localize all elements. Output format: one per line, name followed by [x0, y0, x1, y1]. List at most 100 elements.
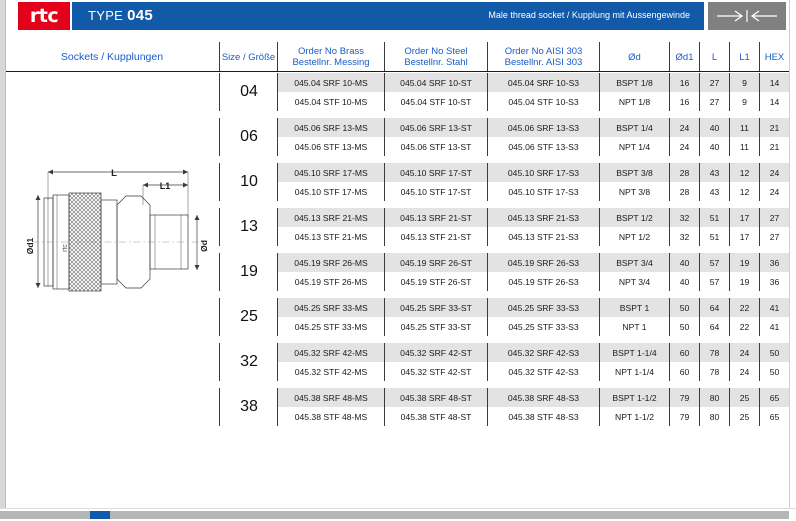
col-header-hex: HEX	[759, 42, 789, 72]
table-row: 045.19 STF 26-MS 045.19 STF 26-ST 045.19 S…	[277, 272, 789, 291]
cell-hex: 50	[759, 343, 789, 362]
table-body: 04 045.04 SRF 10-MS 045.04 SRF 10-ST 045.04…	[0, 73, 796, 443]
cell-od: BSPT 1/2	[599, 208, 669, 227]
cell-l1: 11	[729, 137, 759, 156]
col-header-od1: Ød1	[669, 42, 699, 72]
cell-aisi: 045.04 SRF 10-S3	[487, 73, 599, 92]
cell-aisi: 045.13 STF 21-S3	[487, 227, 599, 246]
cell-l: 40	[699, 118, 729, 137]
table-row: 045.10 STF 17-MS 045.10 STF 17-ST 045.10 S…	[277, 182, 789, 201]
cell-l: 43	[699, 182, 729, 201]
col-header-l: L	[699, 42, 729, 72]
size-cell: 19	[219, 253, 278, 291]
row-pair: 045.04 SRF 10-MS 045.04 SRF 10-ST 045.04 S…	[277, 73, 789, 111]
scrollbar-track[interactable]	[0, 511, 789, 519]
type-number: 045	[127, 7, 154, 24]
cell-l: 27	[699, 73, 729, 92]
page-right-rail	[789, 0, 796, 508]
cell-aisi: 045.19 SRF 26-S3	[487, 253, 599, 272]
cell-od1: 16	[669, 73, 699, 92]
type-title: TYPE 045	[88, 7, 153, 24]
table-row: 045.13 SRF 21-MS 045.13 SRF 21-ST 045.13 S…	[277, 208, 789, 227]
cell-od: BSPT 1/8	[599, 73, 669, 92]
cell-l1: 12	[729, 182, 759, 201]
dim-label-d: Ød	[199, 240, 209, 252]
cell-steel: 045.32 STF 42-ST	[384, 362, 487, 381]
table-row-group: 25 045.25 SRF 33-MS 045.25 SRF 33-ST 045.25…	[0, 298, 796, 336]
table-row: 045.13 STF 21-MS 045.13 STF 21-ST 045.13 S…	[277, 227, 789, 246]
cell-l1: 22	[729, 317, 759, 336]
row-pair: 045.38 SRF 48-MS 045.38 SRF 48-ST 045.38 S…	[277, 388, 789, 426]
row-pair: 045.10 SRF 17-MS 045.10 SRF 17-ST 045.10 S…	[277, 163, 789, 201]
scrollbar-thumb[interactable]	[90, 511, 110, 519]
cell-od: NPT 3/4	[599, 272, 669, 291]
cell-steel: 045.06 STF 13-ST	[384, 137, 487, 156]
cell-brass: 045.32 STF 42-MS	[277, 362, 384, 381]
row-pair: 045.19 SRF 26-MS 045.19 SRF 26-ST 045.19 S…	[277, 253, 789, 291]
cell-l1: 17	[729, 227, 759, 246]
header-rule	[6, 71, 789, 72]
cell-steel: 045.38 STF 48-ST	[384, 407, 487, 426]
cell-hex: 21	[759, 137, 789, 156]
cell-l: 64	[699, 298, 729, 317]
cell-l: 57	[699, 253, 729, 272]
cell-od1: 24	[669, 118, 699, 137]
cell-aisi: 045.04 STF 10-S3	[487, 92, 599, 111]
cell-l: 27	[699, 92, 729, 111]
cell-od1: 40	[669, 272, 699, 291]
cell-od: BSPT 1-1/4	[599, 343, 669, 362]
cell-l1: 9	[729, 92, 759, 111]
socket-coupling-technical-drawing: L L1 Ød1 Ød rtc	[10, 160, 215, 295]
header-subtitle: Male thread socket / Kupplung mit Aussen…	[488, 10, 690, 20]
cell-brass: 045.19 SRF 26-MS	[277, 253, 384, 272]
cell-od1: 79	[669, 388, 699, 407]
cell-brass: 045.25 STF 33-MS	[277, 317, 384, 336]
cell-od: NPT 3/8	[599, 182, 669, 201]
cell-od: BSPT 1/4	[599, 118, 669, 137]
cell-od: BSPT 3/8	[599, 163, 669, 182]
cell-steel: 045.32 SRF 42-ST	[384, 343, 487, 362]
cell-od1: 60	[669, 362, 699, 381]
cell-hex: 65	[759, 388, 789, 407]
cell-od1: 28	[669, 182, 699, 201]
cell-l1: 25	[729, 388, 759, 407]
dim-label-L1: L1	[160, 181, 171, 191]
cell-l: 57	[699, 272, 729, 291]
table-row: 045.25 STF 33-MS 045.25 STF 33-ST 045.25 S…	[277, 317, 789, 336]
table-row: 045.04 SRF 10-MS 045.04 SRF 10-ST 045.04 S…	[277, 73, 789, 92]
table-row: 045.06 SRF 13-MS 045.06 SRF 13-ST 045.06 S…	[277, 118, 789, 137]
cell-od: NPT 1/8	[599, 92, 669, 111]
col-header-size: Size / Größe	[219, 42, 277, 72]
cell-steel: 045.19 STF 26-ST	[384, 272, 487, 291]
cell-od: BSPT 1-1/2	[599, 388, 669, 407]
cell-od: NPT 1/4	[599, 137, 669, 156]
cell-brass: 045.13 STF 21-MS	[277, 227, 384, 246]
col-header-order-aisi: Order No AISI 303 Bestellnr. AISI 303	[487, 42, 599, 72]
header-blue-bar: TYPE 045 Male thread socket / Kupplung m…	[72, 2, 704, 30]
cell-aisi: 045.32 SRF 42-S3	[487, 343, 599, 362]
cell-brass: 045.13 SRF 21-MS	[277, 208, 384, 227]
cell-hex: 14	[759, 92, 789, 111]
table-column-headers: Size / Größe Order No Brass Bestellnr. M…	[0, 42, 796, 72]
cell-l1: 24	[729, 362, 759, 381]
cell-hex: 41	[759, 298, 789, 317]
horizontal-scrollbar[interactable]	[0, 508, 796, 521]
table-row: 045.38 STF 48-MS 045.38 STF 48-ST 045.38 S…	[277, 407, 789, 426]
page-left-rail	[0, 0, 6, 508]
size-cell: 32	[219, 343, 278, 381]
cell-l1: 12	[729, 163, 759, 182]
cell-hex: 41	[759, 317, 789, 336]
cell-brass: 045.38 STF 48-MS	[277, 407, 384, 426]
cell-hex: 27	[759, 227, 789, 246]
coupling-symbol-icon	[708, 2, 786, 30]
cell-brass: 045.10 SRF 17-MS	[277, 163, 384, 182]
sockets-section-label: Sockets / Kupplungen	[60, 51, 164, 63]
cell-steel: 045.04 SRF 10-ST	[384, 73, 487, 92]
cell-hex: 14	[759, 73, 789, 92]
table-row: 045.25 SRF 33-MS 045.25 SRF 33-ST 045.25 S…	[277, 298, 789, 317]
cell-l1: 11	[729, 118, 759, 137]
table-row: 045.04 STF 10-MS 045.04 STF 10-ST 045.04 S…	[277, 92, 789, 111]
cell-l1: 19	[729, 253, 759, 272]
cell-hex: 21	[759, 118, 789, 137]
